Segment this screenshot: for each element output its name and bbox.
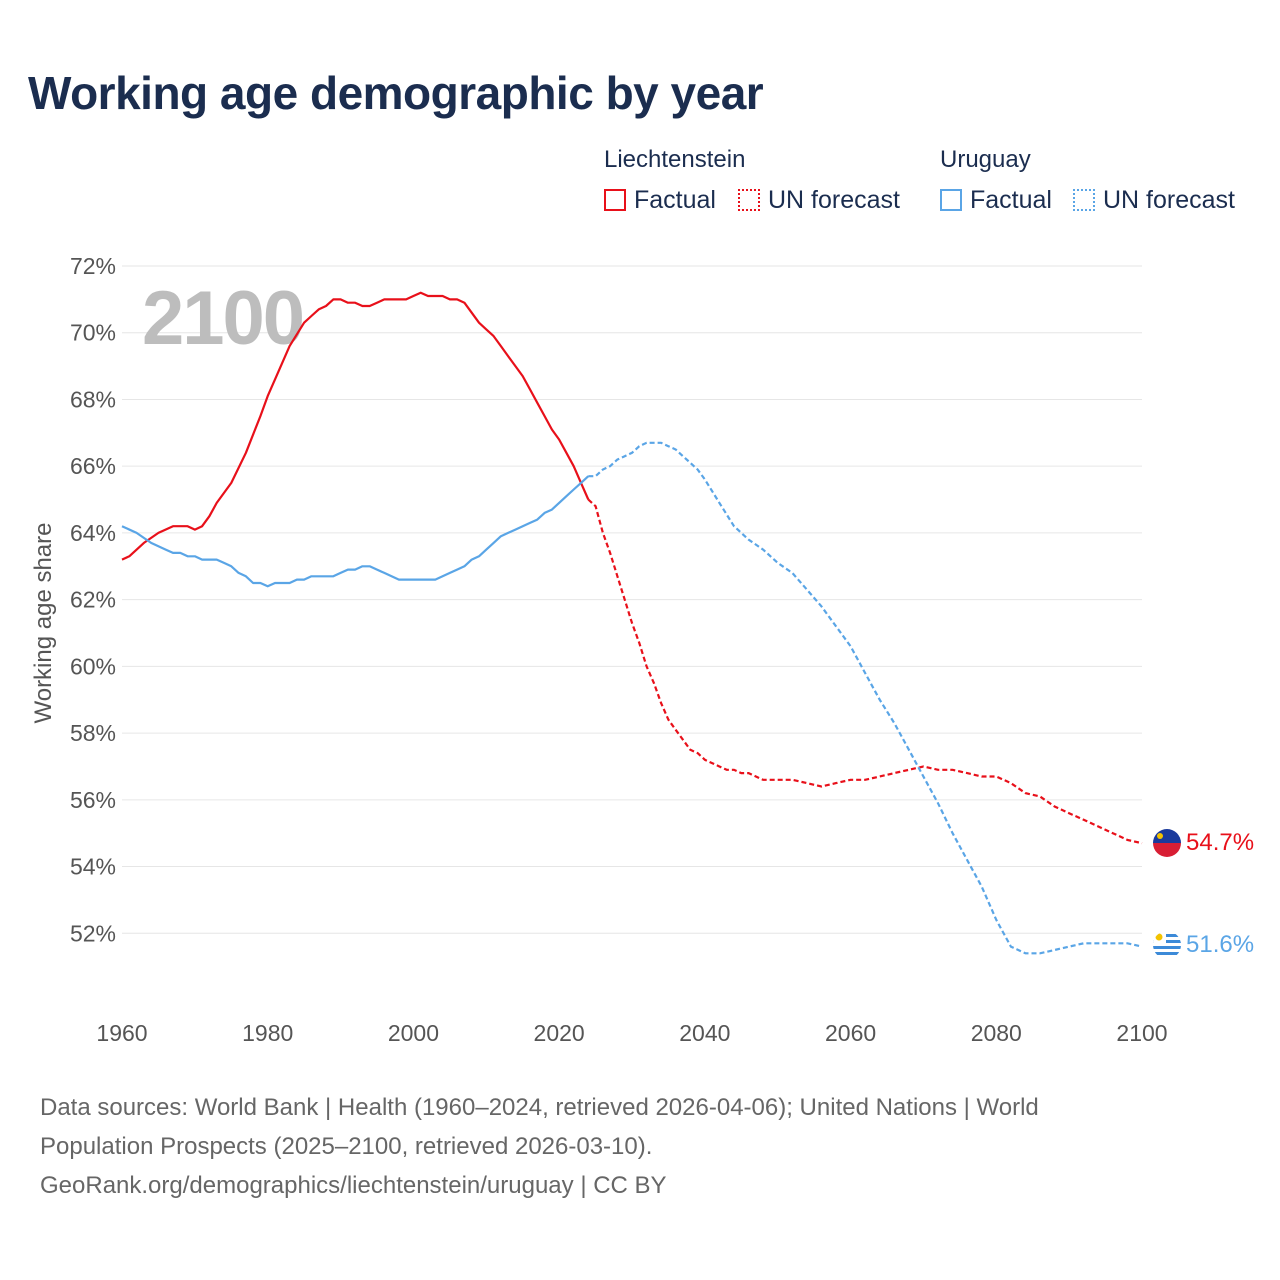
series-line-uruguay-forecast[interactable] xyxy=(588,441,1143,955)
series xyxy=(121,291,1143,955)
y-tick-label: 68% xyxy=(70,386,116,412)
x-tick-label: 1960 xyxy=(96,1020,147,1046)
y-tick-label: 58% xyxy=(70,720,116,746)
legend-group-uruguay: Uruguay xyxy=(940,146,1031,173)
year-watermark: 2100 xyxy=(142,276,303,361)
legend-label: Factual xyxy=(634,185,716,214)
x-tick-label: 2020 xyxy=(534,1020,585,1046)
end-value-label-liechtenstein: 54.7% xyxy=(1186,829,1254,856)
line-chart: 2100 Working age share 52% 54% 56% 58% 60% 62… xyxy=(30,253,1254,1046)
legend-label: UN forecast xyxy=(1103,185,1235,214)
legend-swatch-dotted-blue xyxy=(1073,189,1095,211)
y-tick-label: 64% xyxy=(70,520,116,546)
legend-swatch-solid-blue xyxy=(940,189,962,211)
liechtenstein-flag-icon xyxy=(1153,829,1181,857)
y-tick-label: 66% xyxy=(70,453,116,479)
x-tick-label: 2000 xyxy=(388,1020,439,1046)
grid xyxy=(122,265,1142,934)
uruguay-flag-icon xyxy=(1153,931,1181,959)
series-line-uruguay-factual[interactable] xyxy=(121,475,590,588)
y-tick-label: 60% xyxy=(70,653,116,679)
y-tick-label: 54% xyxy=(70,854,116,880)
end-value-label-uruguay: 51.6% xyxy=(1186,931,1254,958)
x-tick-label: 2080 xyxy=(971,1020,1022,1046)
sources-line-3[interactable]: GeoRank.org/demographics/liechtenstein/u… xyxy=(40,1172,667,1199)
series-line-liechtenstein-forecast[interactable] xyxy=(587,498,1143,845)
legend-group-liechtenstein: Liechtenstein xyxy=(604,146,746,173)
y-tick-label: 52% xyxy=(70,920,116,946)
x-tick-label: 2060 xyxy=(825,1020,876,1046)
x-tick-label: 2040 xyxy=(679,1020,730,1046)
y-tick-label: 70% xyxy=(70,320,116,346)
series-line-liechtenstein-factual[interactable] xyxy=(121,291,590,561)
sources-line-1: Data sources: World Bank | Health (1960–… xyxy=(40,1094,1039,1121)
legend-item-uruguay-factual[interactable]: Factual xyxy=(940,186,1052,214)
x-axis-ticks: 1960 1980 2000 2020 2040 2060 2080 2100 xyxy=(96,1020,1167,1046)
sources-line-2: Population Prospects (2025–2100, retriev… xyxy=(40,1133,653,1160)
y-tick-label: 72% xyxy=(70,253,116,279)
legend-label: Factual xyxy=(970,185,1052,214)
data-sources: Data sources: World Bank | Health (1960–… xyxy=(40,1088,1220,1205)
legend-swatch-dotted-red xyxy=(738,189,760,211)
legend-swatch-solid-red xyxy=(604,189,626,211)
legend-label: UN forecast xyxy=(768,185,900,214)
y-tick-label: 56% xyxy=(70,787,116,813)
x-tick-label: 1980 xyxy=(242,1020,293,1046)
end-markers xyxy=(1153,829,1181,959)
x-tick-label: 2100 xyxy=(1116,1020,1167,1046)
y-tick-label: 62% xyxy=(70,587,116,613)
y-axis-ticks: 52% 54% 56% 58% 60% 62% 64% 66% 68% 70% 72% xyxy=(70,253,116,946)
chart-title: Working age demographic by year xyxy=(28,67,764,119)
y-axis-label: Working age share xyxy=(30,523,57,724)
legend-item-liechtenstein-forecast[interactable]: UN forecast xyxy=(738,186,900,214)
legend-item-uruguay-forecast[interactable]: UN forecast xyxy=(1073,186,1235,214)
legend-item-liechtenstein-factual[interactable]: Factual xyxy=(604,186,716,214)
